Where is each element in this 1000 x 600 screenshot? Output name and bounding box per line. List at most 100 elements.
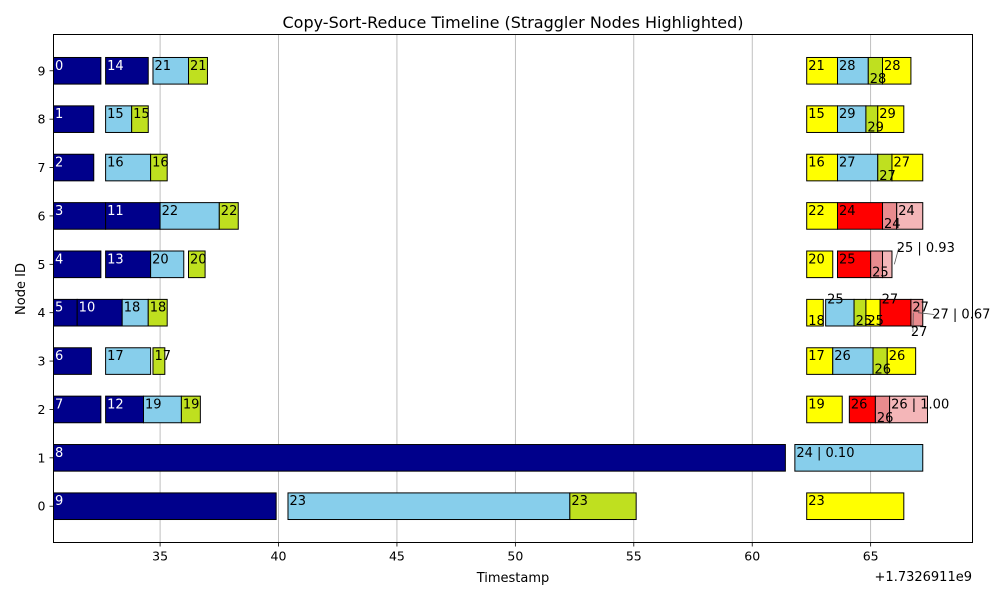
bar-label: 2	[55, 156, 63, 171]
bar-label: 26	[875, 362, 892, 377]
bar-label: 0	[55, 59, 63, 74]
x-tick-label: 55	[626, 549, 642, 564]
bar-label: 19	[808, 397, 825, 412]
annotation-pointer	[917, 312, 935, 315]
timeline-bar	[53, 153, 95, 182]
bar-label: 23	[571, 494, 588, 509]
bar-label: 15	[133, 107, 150, 122]
bar-label: 9	[55, 494, 63, 509]
y-tick-label: 7	[38, 160, 46, 175]
timeline-bar	[105, 202, 161, 230]
bar-label: 27	[912, 301, 929, 316]
bar-label: 28	[884, 59, 901, 74]
timeline-bar	[836, 105, 867, 133]
y-axis-ticks: 0 1 2 3 4 5 6 7 8 9	[38, 63, 54, 514]
x-tick-label: 40	[271, 549, 287, 564]
bar-label: 24 | 0.10	[796, 446, 854, 461]
bar-label: 3	[55, 204, 63, 219]
bar-label: 16	[107, 156, 124, 171]
bar-label: 21	[154, 59, 171, 74]
y-tick-label: 4	[38, 305, 46, 320]
bar-label: 26	[889, 349, 906, 364]
timeline-bar	[836, 202, 883, 230]
bar-label: 27	[879, 169, 896, 184]
bar-label: 25	[839, 252, 856, 267]
timeline-bar	[53, 444, 786, 472]
bar-label: 17	[107, 349, 124, 364]
bar-label: 16	[152, 156, 169, 171]
timeline-bar	[150, 250, 185, 279]
timeline-bar	[806, 105, 838, 133]
bar-label: 18	[124, 301, 141, 316]
bar-label: 14	[107, 59, 124, 74]
bar-label: 27	[839, 156, 856, 171]
bar-label: 29	[867, 120, 884, 135]
bars	[53, 56, 928, 521]
bar-label: 22	[162, 204, 179, 219]
bar-label: 29	[839, 107, 856, 122]
bar-label: 5	[55, 301, 63, 316]
bar-label: 18	[150, 301, 167, 316]
timeline-bar	[53, 250, 102, 279]
x-tick-label: 35	[152, 549, 168, 564]
y-tick-label: 6	[38, 208, 46, 223]
x-tick-label: 65	[863, 549, 879, 564]
bar-label: 15	[107, 107, 124, 122]
x-axis-offset: +1.7326911e9	[875, 570, 972, 585]
timeline-bar	[287, 492, 571, 521]
bar-label: 26	[834, 349, 851, 364]
bar-label: 25	[856, 314, 873, 329]
bar-label: 29	[879, 107, 896, 122]
bar-label: 21	[808, 59, 825, 74]
timeline-bar	[806, 395, 843, 424]
timeline-bar	[806, 153, 838, 182]
timeline-bar	[886, 347, 917, 375]
timeline-bar	[53, 347, 92, 375]
bar-label: 24	[898, 204, 915, 219]
bar-label: 10	[79, 301, 96, 316]
timeline-bar	[105, 347, 152, 375]
bar-label: 13	[107, 252, 124, 267]
timeline-bar	[806, 56, 838, 85]
timeline-bar	[832, 347, 874, 375]
y-axis-label: Node ID	[14, 263, 29, 315]
timeline-bar	[150, 153, 168, 182]
bar-label: 16	[808, 156, 825, 171]
timeline-bar	[53, 395, 102, 424]
timeline-bar	[152, 347, 166, 375]
y-tick-label: 1	[38, 450, 46, 465]
timeline-bar	[147, 298, 168, 327]
timeline-bar	[896, 202, 924, 230]
timeline-bar	[121, 298, 149, 327]
bar-label: 19	[145, 397, 162, 412]
x-tick-label: 50	[507, 549, 523, 564]
bar-label: 25	[867, 314, 884, 329]
annotation-label: 25 | 0.93	[897, 241, 955, 256]
plot-frame	[53, 34, 973, 543]
bar-label: 12	[107, 397, 124, 412]
timeline-bar	[806, 298, 824, 327]
bar-label: 22	[221, 204, 238, 219]
annotation-label: 27 | 0.67	[932, 307, 990, 322]
timeline-bar	[881, 250, 893, 279]
bar-label: 21	[190, 59, 207, 74]
timeline-bar	[143, 395, 182, 424]
bar-label: 8	[55, 446, 63, 461]
bar-label: 6	[55, 349, 63, 364]
timeline-bar	[836, 56, 869, 85]
chart-title: Copy-Sort-Reduce Timeline (Straggler Nod…	[282, 13, 743, 32]
timeline-bar	[891, 153, 924, 182]
bar-label: 25	[827, 292, 844, 307]
bar-label: 4	[55, 252, 63, 267]
timeline-bar	[889, 395, 928, 424]
y-tick-label: 8	[38, 112, 46, 127]
y-tick-label: 5	[38, 257, 46, 272]
timeline-bar	[806, 250, 834, 279]
bar-label: 26	[877, 411, 894, 426]
timeline-bar	[794, 444, 924, 472]
bar-label: 22	[808, 204, 825, 219]
bar-label: 26	[851, 397, 868, 412]
x-axis-ticks: 35 40 45 50 55 60 65	[152, 542, 879, 564]
timeline-bar	[218, 202, 239, 230]
